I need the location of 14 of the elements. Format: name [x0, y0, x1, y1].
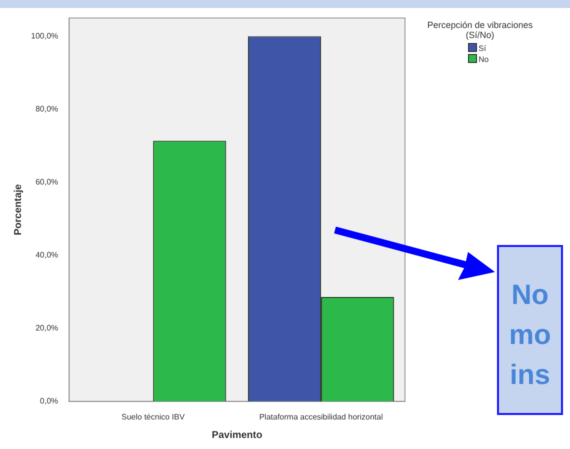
x-axis-title: Pavimento — [212, 430, 262, 441]
y-tick-label: 20,0% — [35, 324, 58, 333]
y-tick-label: 100,0% — [30, 31, 58, 40]
y-axis-title: Porcentaje — [12, 184, 24, 236]
text: No mo ins — [497, 245, 563, 415]
y-tick-label: 60,0% — [35, 178, 58, 187]
legend-label: Sí — [478, 43, 488, 54]
y-tick-label: 0,0% — [40, 396, 58, 406]
legend-title: Percepción de vibraciones (Sí/No) — [426, 20, 534, 40]
legend-label: No — [478, 54, 490, 65]
x-tick-label: Suelo técnico IBV — [122, 412, 186, 422]
y-tick-label: 40,0% — [35, 250, 58, 260]
y-tick-label: 80,0% — [35, 104, 58, 114]
x-tick-label: Plataforma accesibilidad horizontal — [259, 412, 384, 422]
